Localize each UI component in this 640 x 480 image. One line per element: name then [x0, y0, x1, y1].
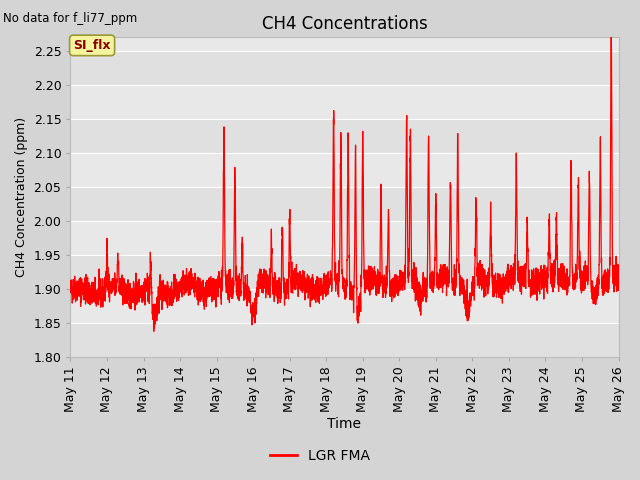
Bar: [70, 255, 618, 289]
Legend: LGR FMA: LGR FMA: [264, 443, 376, 468]
X-axis label: Time: Time: [328, 418, 362, 432]
Bar: [70, 153, 618, 187]
Text: No data for f_li77_ppm: No data for f_li77_ppm: [3, 12, 138, 25]
Text: SI_flx: SI_flx: [74, 39, 111, 52]
Y-axis label: CH4 Concentration (ppm): CH4 Concentration (ppm): [15, 117, 28, 277]
Bar: [70, 85, 618, 119]
Bar: [70, 323, 618, 357]
Bar: [70, 289, 618, 323]
Bar: [70, 119, 618, 153]
Title: CH4 Concentrations: CH4 Concentrations: [262, 15, 428, 33]
Bar: [70, 51, 618, 85]
Bar: [70, 187, 618, 221]
Bar: [70, 221, 618, 255]
